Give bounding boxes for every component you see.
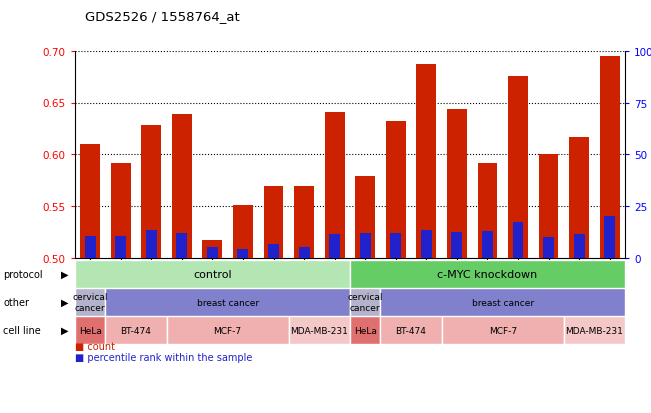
- Bar: [538, 155, 559, 258]
- Text: control: control: [193, 269, 232, 279]
- Bar: [75, 260, 350, 288]
- Bar: [386, 122, 406, 258]
- Bar: [75, 288, 105, 316]
- Text: c-MYC knockdown: c-MYC knockdown: [437, 269, 538, 279]
- Bar: [105, 316, 167, 344]
- Bar: [141, 126, 161, 258]
- Text: breast cancer: breast cancer: [197, 298, 258, 307]
- Bar: [264, 187, 283, 258]
- Bar: [268, 244, 279, 258]
- Bar: [329, 234, 340, 258]
- Bar: [146, 230, 157, 258]
- Bar: [477, 163, 497, 258]
- Bar: [176, 233, 187, 258]
- Text: ■ percentile rank within the sample: ■ percentile rank within the sample: [75, 352, 252, 362]
- Text: BT-474: BT-474: [396, 326, 426, 335]
- Bar: [380, 316, 441, 344]
- Bar: [512, 222, 523, 258]
- Bar: [350, 288, 380, 316]
- Bar: [85, 236, 96, 258]
- Bar: [233, 205, 253, 258]
- Bar: [421, 230, 432, 258]
- Bar: [391, 233, 401, 258]
- Bar: [75, 316, 105, 344]
- Bar: [569, 137, 589, 258]
- Bar: [80, 145, 100, 258]
- Text: ▶: ▶: [61, 297, 68, 307]
- Bar: [355, 177, 375, 258]
- Bar: [105, 288, 350, 316]
- Bar: [380, 288, 625, 316]
- Bar: [299, 248, 309, 258]
- Bar: [482, 231, 493, 258]
- Text: cell line: cell line: [3, 325, 41, 335]
- Text: HeLa: HeLa: [353, 326, 377, 335]
- Bar: [447, 109, 467, 258]
- Bar: [564, 316, 625, 344]
- Text: ▶: ▶: [61, 325, 68, 335]
- Bar: [115, 236, 126, 258]
- Text: ▶: ▶: [61, 269, 68, 279]
- Bar: [325, 112, 344, 258]
- Bar: [294, 187, 314, 258]
- Text: MDA-MB-231: MDA-MB-231: [566, 326, 624, 335]
- Bar: [574, 234, 585, 258]
- Bar: [441, 316, 564, 344]
- Bar: [543, 237, 554, 258]
- Text: ■ count: ■ count: [75, 342, 115, 351]
- Bar: [417, 65, 436, 258]
- Bar: [508, 76, 528, 258]
- Bar: [600, 57, 620, 258]
- Bar: [167, 316, 289, 344]
- Text: HeLa: HeLa: [79, 326, 102, 335]
- Text: cervical
cancer: cervical cancer: [72, 293, 108, 312]
- Text: cervical
cancer: cervical cancer: [348, 293, 383, 312]
- Text: breast cancer: breast cancer: [472, 298, 534, 307]
- Bar: [350, 260, 625, 288]
- Bar: [207, 248, 218, 258]
- Bar: [172, 114, 192, 258]
- Bar: [111, 163, 131, 258]
- Bar: [350, 316, 380, 344]
- Bar: [202, 240, 223, 258]
- Text: other: other: [3, 297, 29, 307]
- Text: GDS2526 / 1558764_at: GDS2526 / 1558764_at: [85, 10, 240, 23]
- Bar: [604, 217, 615, 258]
- Bar: [360, 233, 370, 258]
- Text: BT-474: BT-474: [120, 326, 152, 335]
- Bar: [289, 316, 350, 344]
- Bar: [238, 250, 249, 258]
- Text: MCF-7: MCF-7: [214, 326, 242, 335]
- Bar: [451, 232, 462, 258]
- Text: MCF-7: MCF-7: [489, 326, 517, 335]
- Text: MDA-MB-231: MDA-MB-231: [290, 326, 348, 335]
- Text: protocol: protocol: [3, 269, 43, 279]
